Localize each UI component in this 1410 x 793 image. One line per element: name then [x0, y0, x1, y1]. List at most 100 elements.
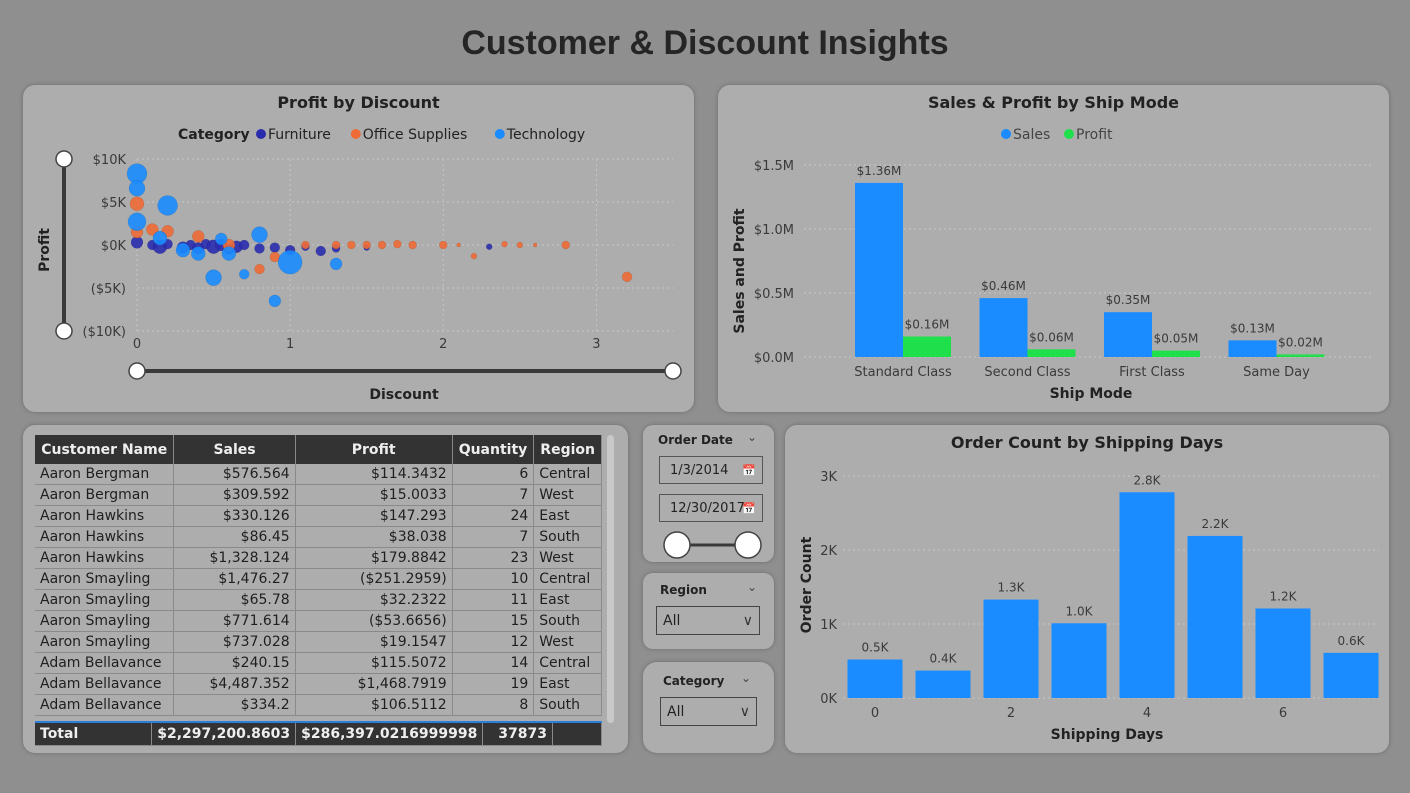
table-row[interactable]: Aaron Hawkins $330.126 $147.293 24 East	[35, 505, 602, 527]
column-header-profit[interactable]: Profit	[295, 435, 453, 464]
scatter-point-technology[interactable]	[205, 269, 222, 286]
category-dropdown[interactable]: All ∨	[660, 697, 757, 726]
legend-marker-technology[interactable]	[494, 129, 505, 139]
scatter-point-office-supplies[interactable]	[408, 240, 417, 250]
table-row[interactable]: Adam Bellavance $240.15 $115.5072 14 Central	[35, 652, 602, 674]
scatter-point-technology[interactable]	[277, 249, 303, 275]
scatter-point-office-supplies[interactable]	[301, 240, 310, 250]
customer-table-card[interactable]: Customer Name Sales Profit Quantity Regi…	[23, 425, 628, 753]
date-slider-handle-start[interactable]	[663, 531, 691, 559]
legend-label-sales[interactable]: Sales	[1013, 127, 1050, 143]
bar-day-3[interactable]	[1051, 623, 1107, 698]
bar-day-2[interactable]	[983, 599, 1039, 698]
y-range-slider-handle-bottom[interactable]	[55, 322, 73, 340]
start-date-field[interactable]: 1/3/2014 📅	[659, 456, 763, 484]
bar-sales[interactable]	[1104, 312, 1152, 357]
scatter-point-office-supplies[interactable]	[561, 240, 571, 250]
scatter-point-office-supplies[interactable]	[192, 230, 205, 243]
legend-label-furniture[interactable]: Furniture	[268, 127, 331, 143]
table-scrollbar[interactable]	[607, 435, 614, 723]
scatter-point-furniture[interactable]	[254, 243, 265, 254]
scatter-point-office-supplies[interactable]	[501, 240, 508, 248]
table-row[interactable]: Aaron Smayling $1,476.27 ($251.2959) 10 Cent…	[35, 568, 602, 590]
scatter-point-technology[interactable]	[152, 230, 168, 246]
date-range-slider[interactable]	[643, 525, 774, 565]
bar-sales[interactable]	[979, 298, 1028, 357]
table-row[interactable]: Aaron Hawkins $86.45 $38.038 7 South	[35, 526, 602, 548]
scatter-point-technology[interactable]	[128, 179, 146, 197]
table-row[interactable]: Aaron Hawkins $1,328.124 $179.8842 23 West	[35, 547, 602, 569]
scatter-point-office-supplies[interactable]	[347, 240, 356, 250]
scatter-chart[interactable]: Category Furniture Office Supplies Technol…	[23, 85, 694, 412]
column-header-region[interactable]: Region	[533, 435, 602, 464]
scatter-point-office-supplies[interactable]	[377, 240, 387, 250]
region-dropdown[interactable]: All ∨	[656, 606, 760, 635]
scatter-point-furniture[interactable]	[485, 243, 493, 250]
scatter-point-office-supplies[interactable]	[146, 223, 159, 236]
table-row[interactable]: Aaron Bergman $309.592 $15.0033 7 West	[35, 484, 602, 506]
table-row[interactable]: Adam Bellavance $4,487.352 $1,468.7919 19 Ea…	[35, 673, 602, 695]
bar-profit[interactable]	[903, 336, 951, 357]
bar-day-7[interactable]	[1323, 652, 1379, 698]
x-range-slider-handle-left[interactable]	[128, 362, 146, 380]
legend-label-technology[interactable]: Technology	[506, 127, 585, 143]
scatter-point-office-supplies[interactable]	[532, 242, 538, 248]
scatter-point-office-supplies[interactable]	[439, 240, 448, 250]
table-row[interactable]: Adam Bellavance $334.2 $106.5112 8 South	[35, 694, 602, 716]
scatter-point-technology[interactable]	[251, 226, 268, 243]
table-row[interactable]: Aaron Smayling $65.78 $32.2322 11 East	[35, 589, 602, 611]
bar-profit[interactable]	[1152, 350, 1200, 357]
table-row[interactable]: Aaron Smayling $737.028 $19.1547 12 West	[35, 631, 602, 653]
date-slider-handle-end[interactable]	[734, 531, 762, 559]
legend-marker-sales[interactable]	[1001, 129, 1011, 139]
chevron-down-icon[interactable]: ⌄	[741, 671, 752, 685]
table-row[interactable]: Aaron Smayling $771.614 ($53.6656) 15 South	[35, 610, 602, 632]
column-header-sales[interactable]: Sales	[173, 435, 296, 464]
shipping-days-card[interactable]: Order Count by Shipping Days 3K 2K 1K 0K Or…	[785, 425, 1389, 753]
legend-marker-office-supplies[interactable]	[350, 129, 361, 139]
ship-mode-card[interactable]: Sales & Profit by Ship Mode Sales Profit …	[718, 85, 1389, 412]
table-row[interactable]: Aaron Bergman $576.564 $114.3432 6 Central	[35, 464, 602, 485]
scatter-point-technology[interactable]	[214, 232, 228, 246]
end-date-field[interactable]: 12/30/2017 📅	[659, 494, 763, 522]
bar-profit[interactable]	[1027, 349, 1076, 357]
scatter-point-technology[interactable]	[157, 195, 178, 216]
scatter-point-technology[interactable]	[238, 268, 250, 280]
scatter-point-technology[interactable]	[268, 294, 282, 308]
profit-by-discount-card[interactable]: Profit by Discount Category Furniture Off…	[23, 85, 694, 412]
scatter-point-office-supplies[interactable]	[516, 241, 524, 249]
scatter-point-technology[interactable]	[221, 246, 237, 261]
scatter-point-technology[interactable]	[329, 257, 343, 271]
calendar-icon[interactable]: 📅	[742, 464, 756, 477]
scatter-point-technology[interactable]	[191, 246, 206, 261]
scatter-point-office-supplies[interactable]	[254, 263, 265, 275]
x-range-slider-handle-right[interactable]	[664, 362, 682, 380]
scatter-point-office-supplies[interactable]	[362, 240, 371, 250]
scatter-point-office-supplies[interactable]	[393, 239, 402, 249]
ship-mode-chart[interactable]: Sales Profit $1.5M $1.0M $0.5M $0.0M Sales a…	[718, 85, 1389, 412]
scatter-point-furniture[interactable]	[315, 245, 327, 257]
bar-day-4[interactable]	[1119, 492, 1175, 698]
bar-sales[interactable]	[855, 182, 903, 357]
scatter-point-furniture[interactable]	[269, 242, 281, 253]
legend-marker-furniture[interactable]	[256, 129, 266, 139]
scatter-point-technology[interactable]	[175, 242, 191, 258]
scatter-point-office-supplies[interactable]	[470, 252, 478, 260]
scatter-point-office-supplies[interactable]	[456, 242, 461, 248]
table-viewport[interactable]: Customer Name Sales Profit Quantity Regi…	[35, 435, 602, 743]
bar-day-6[interactable]	[1255, 608, 1311, 698]
legend-label-profit[interactable]: Profit	[1076, 127, 1113, 143]
category-slicer[interactable]: Category ⌄ All ∨	[643, 662, 774, 753]
legend-label-office-supplies[interactable]: Office Supplies	[363, 127, 468, 143]
scatter-point-furniture[interactable]	[238, 239, 250, 251]
legend-marker-profit[interactable]	[1064, 129, 1074, 139]
scatter-point-technology[interactable]	[127, 212, 147, 232]
chevron-down-icon[interactable]: ⌄	[747, 430, 758, 444]
scatter-point-office-supplies[interactable]	[129, 196, 145, 211]
scatter-point-office-supplies[interactable]	[621, 271, 633, 283]
region-slicer[interactable]: Region ⌄ All ∨	[643, 573, 774, 649]
bar-day-0[interactable]	[847, 659, 903, 698]
chevron-down-icon[interactable]: ⌄	[747, 580, 758, 594]
bar-sales[interactable]	[1228, 340, 1277, 357]
